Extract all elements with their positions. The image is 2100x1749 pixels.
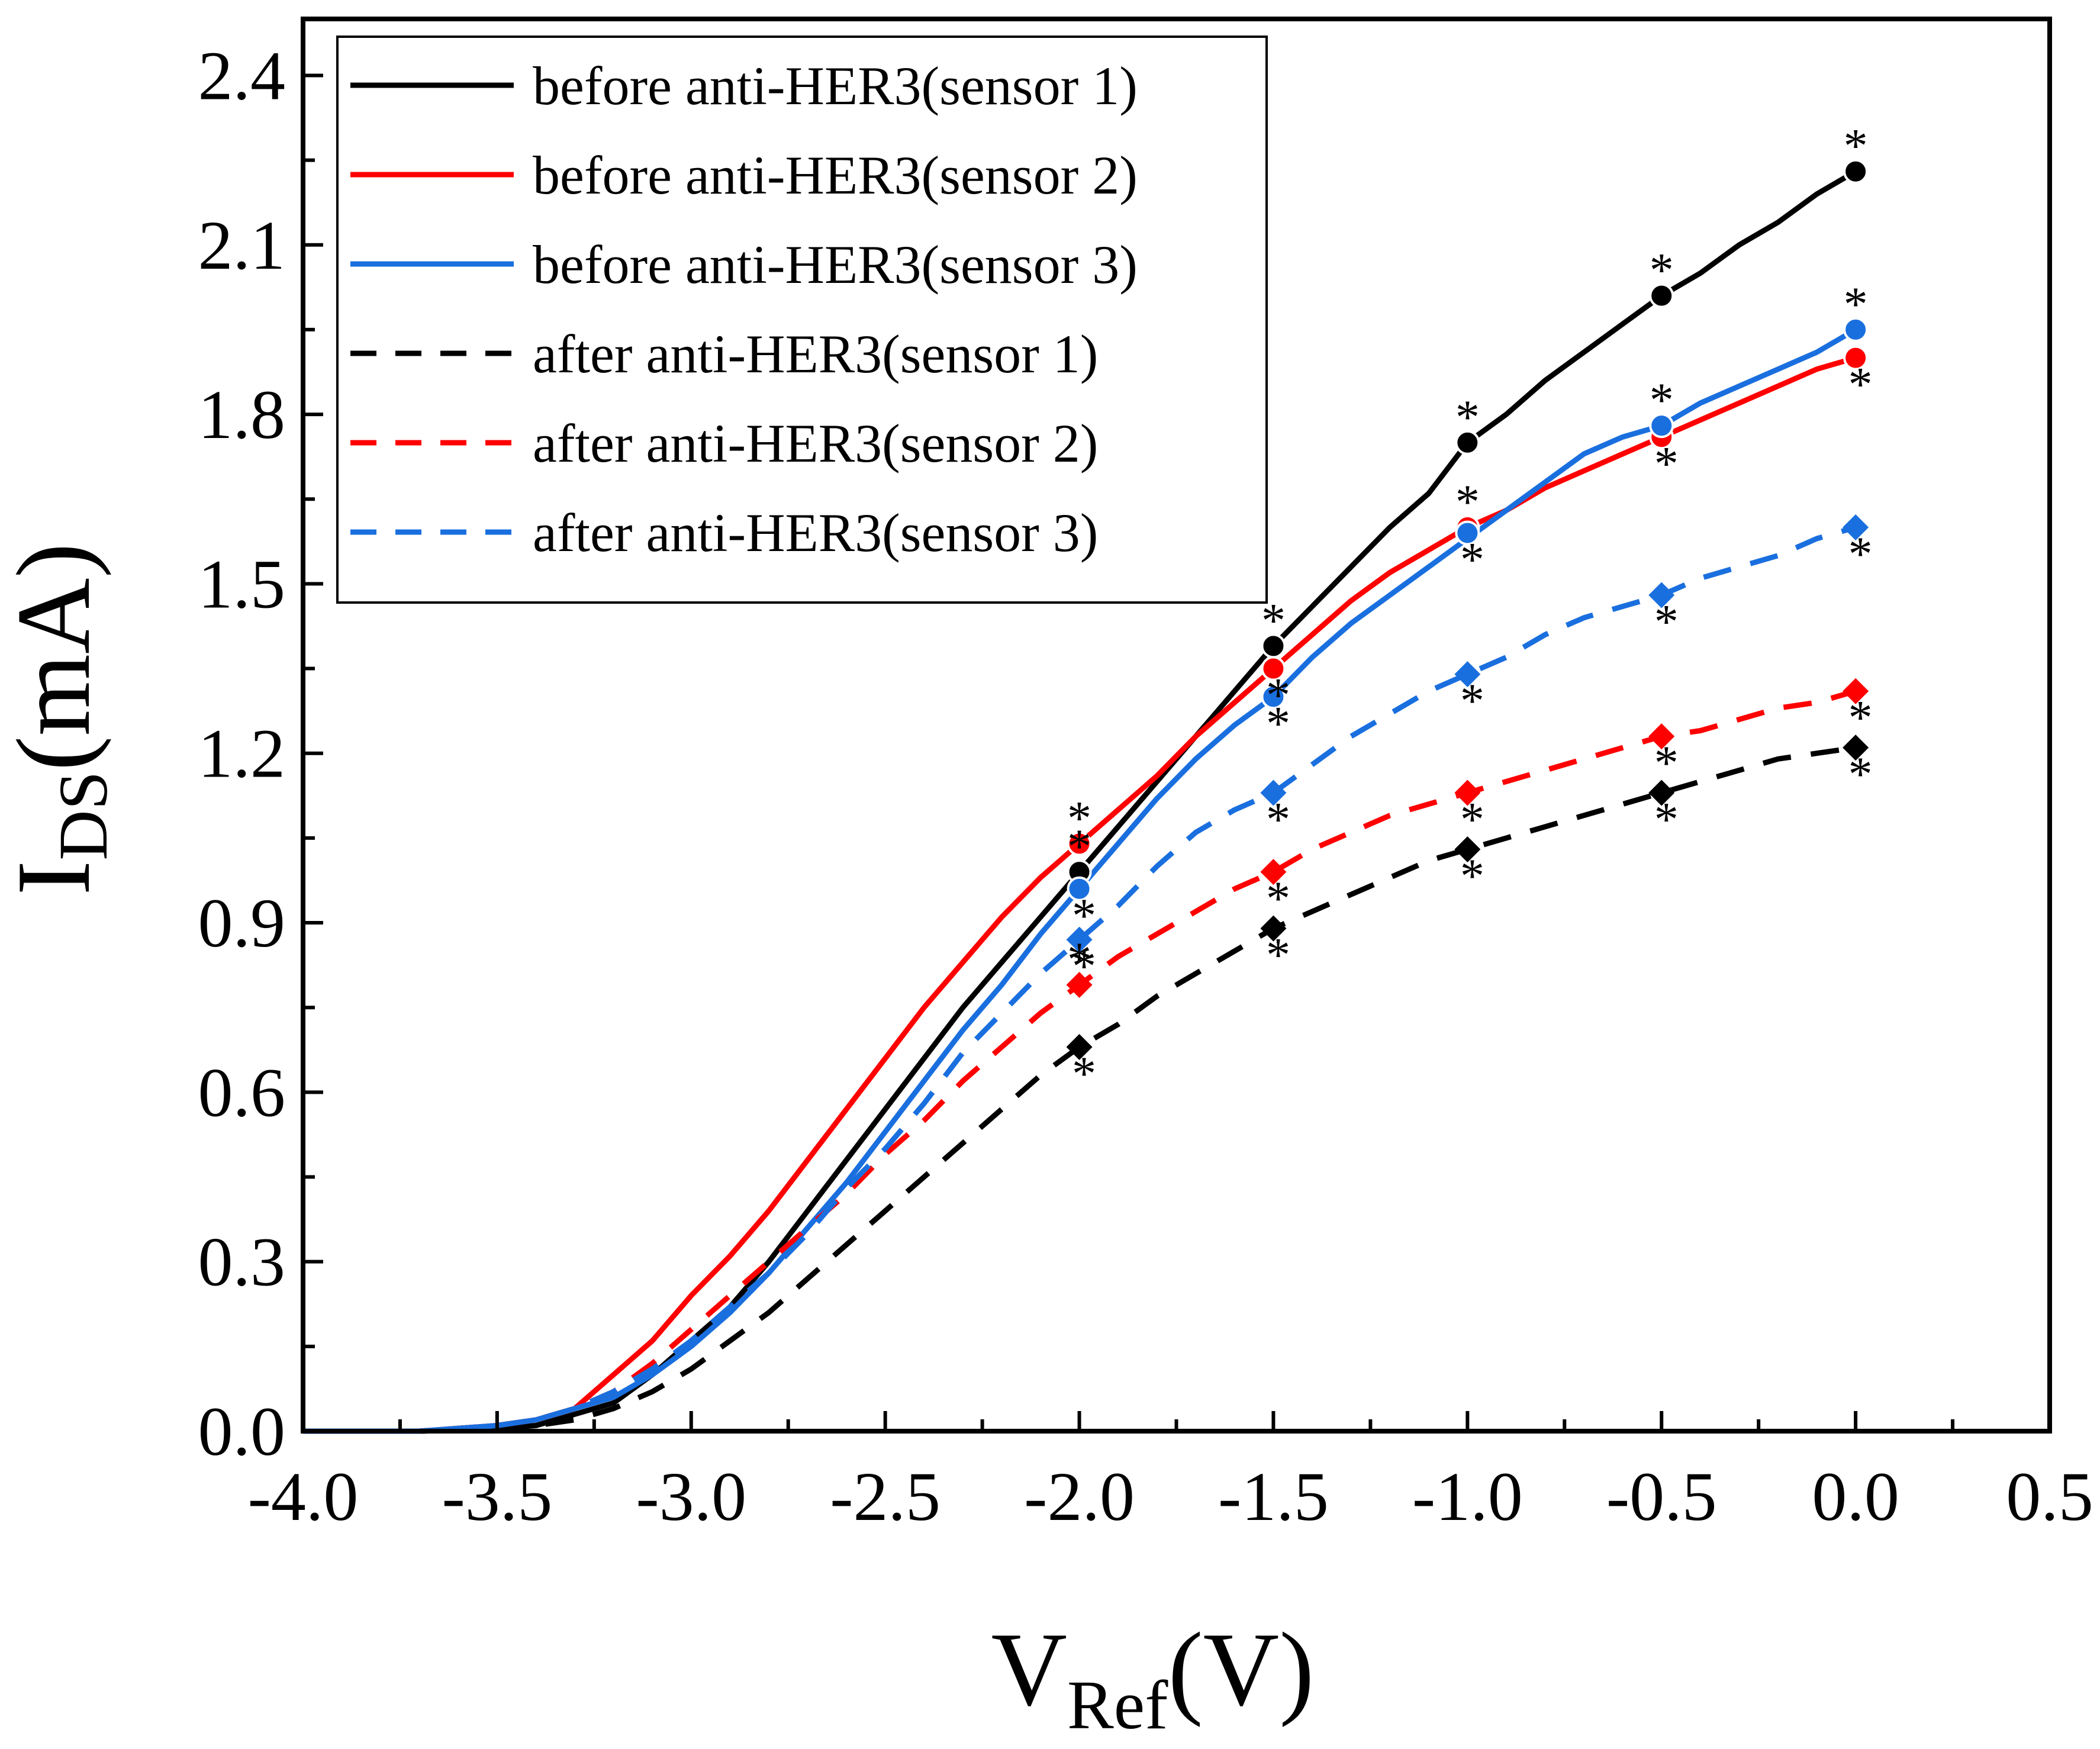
x-tick-label: 0.0 <box>1812 1458 1899 1535</box>
legend-label-6: after anti-HER3(sensor 3) <box>533 503 1098 563</box>
data-point-marker <box>1843 317 1869 342</box>
significance-star: * <box>1266 696 1290 750</box>
y-tick-label: 2.4 <box>198 37 286 114</box>
data-point-marker <box>1648 582 1675 608</box>
significance-star: * <box>1460 533 1484 587</box>
x-tick-label: -4.0 <box>248 1458 359 1535</box>
data-point-marker <box>1648 723 1675 750</box>
data-point-marker <box>1066 972 1093 998</box>
significance-star: * <box>1460 793 1484 846</box>
significance-star: * <box>1072 1046 1096 1100</box>
x-tick-label: -3.0 <box>636 1458 746 1535</box>
axis-ticks <box>301 73 2051 1433</box>
data-point-marker <box>1843 345 1869 371</box>
x-axis-title: VRef(V) <box>991 1611 1314 1744</box>
significance-star: * <box>1266 668 1290 722</box>
data-point-marker <box>1648 780 1675 806</box>
significance-star: * <box>1460 674 1484 727</box>
legend-box <box>336 36 1268 604</box>
series-line-4 <box>303 745 1856 1434</box>
data-point-marker <box>1261 684 1286 710</box>
data-point-marker <box>1455 520 1480 546</box>
data-point-marker <box>1067 876 1092 901</box>
legend-label-2: before anti-HER3(sensor 2) <box>533 145 1138 205</box>
significance-star: * <box>1848 527 1873 581</box>
significance-star: * <box>1844 119 1868 173</box>
data-point-marker <box>1454 780 1481 806</box>
significance-star: * <box>1460 849 1484 903</box>
data-point-marker <box>1260 780 1287 806</box>
x-tick-label: -0.5 <box>1606 1458 1717 1535</box>
significance-star: * <box>1455 475 1480 529</box>
x-tick-label: -2.5 <box>830 1458 941 1535</box>
significance-star: * <box>1266 928 1290 982</box>
significance-star: * <box>1072 939 1096 993</box>
x-tick-label: -1.0 <box>1412 1458 1523 1535</box>
significance-star: * <box>1848 691 1873 745</box>
data-point-marker <box>1066 926 1093 953</box>
legend-label-5: after anti-HER3(sensor 2) <box>533 413 1098 474</box>
series-line-2 <box>303 355 1857 1434</box>
data-point-marker <box>1261 656 1286 681</box>
significance-star: * <box>1650 373 1674 427</box>
legend-label-3: before anti-HER3(sensor 3) <box>533 234 1138 295</box>
y-tick-label: 2.1 <box>198 207 286 284</box>
data-point-marker <box>1454 836 1481 862</box>
significance-star: * <box>1067 791 1091 845</box>
series-line-5 <box>303 688 1857 1434</box>
y-tick-label: 1.8 <box>198 376 286 453</box>
significance-star: * <box>1072 888 1096 942</box>
data-point-marker <box>1843 159 1869 184</box>
data-point-marker <box>1454 661 1481 688</box>
significance-star: * <box>1654 436 1679 490</box>
significance-star: * <box>1067 819 1091 873</box>
y-tick-label: 0.3 <box>198 1223 286 1301</box>
significance-star: * <box>1844 277 1868 331</box>
significance-star: * <box>1848 357 1873 411</box>
legend-label-1: before anti-HER3(sensor 1) <box>533 56 1138 116</box>
significance-star: * <box>1654 793 1679 846</box>
tick-labels: -4.0 -3.5 -3.0 -2.5 -2.0 -1.5 -1.0 -0.5 0.0 0.5 0.… <box>198 37 2093 1535</box>
x-tick-label: -2.0 <box>1024 1458 1135 1535</box>
x-tick-label: -1.5 <box>1218 1458 1329 1535</box>
significance-star: * <box>1067 932 1091 986</box>
y-tick-label: 0.9 <box>198 884 286 962</box>
data-point-marker <box>1067 831 1092 856</box>
data-point-marker <box>1649 413 1674 439</box>
data-point-marker <box>1455 430 1480 455</box>
significance-star: * <box>1266 871 1290 925</box>
y-axis-title: IDS(mA) <box>0 543 122 896</box>
data-point-marker <box>1260 915 1287 942</box>
significance-star: * <box>1654 736 1679 790</box>
series-line-3 <box>303 327 1857 1434</box>
x-tick-label: 0.5 <box>2006 1458 2093 1535</box>
significance-star: * <box>1654 594 1679 648</box>
series-line-6 <box>303 524 1857 1434</box>
significance-star: * <box>1848 747 1873 801</box>
significance-star: * <box>1455 390 1480 444</box>
significance-star: * <box>1266 793 1290 846</box>
data-point-marker <box>1843 514 1869 540</box>
significance-stars: ****************************** <box>1067 119 1873 1100</box>
plot-markers <box>1066 159 1869 1061</box>
data-point-marker <box>1843 735 1869 761</box>
legend: before anti-HER3(sensor 1) before anti-HE… <box>336 36 1268 604</box>
plot-lines <box>303 169 1857 1434</box>
data-point-marker <box>1843 678 1869 704</box>
data-point-marker <box>1066 1034 1093 1061</box>
y-tick-label: 0.6 <box>198 1054 286 1131</box>
y-tick-label: 1.5 <box>198 545 286 623</box>
y-tick-label: 1.2 <box>198 715 286 793</box>
data-point-marker <box>1649 283 1674 308</box>
data-point-marker <box>1260 859 1287 885</box>
legend-label-4: after anti-HER3(sensor 1) <box>533 324 1098 384</box>
x-tick-label: -3.5 <box>442 1458 552 1535</box>
y-tick-label: 0.0 <box>198 1393 286 1470</box>
significance-star: * <box>1650 243 1674 297</box>
